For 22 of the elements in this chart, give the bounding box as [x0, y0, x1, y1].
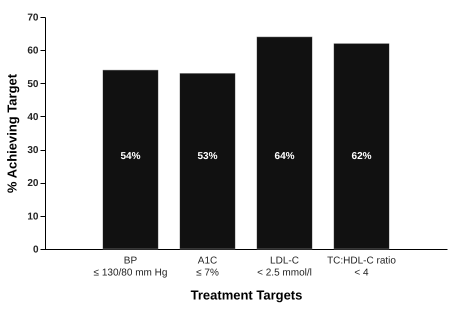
y-tick-label: 0	[32, 244, 39, 256]
y-tick-label: 50	[27, 78, 39, 90]
bar	[180, 73, 236, 250]
y-tick-label: 20	[27, 178, 39, 190]
y-axis-title: % Achieving Target	[4, 73, 20, 194]
data-label: 64%	[274, 151, 295, 162]
y-tick-label: 30	[27, 145, 39, 156]
data-label: 62%	[352, 151, 372, 162]
y-tick-label: 70	[27, 12, 39, 24]
x-axis-title: Treatment Targets	[190, 288, 302, 302]
y-tick-label: 40	[27, 112, 39, 123]
bar	[256, 36, 312, 250]
x-tick-label: BP ≤ 130/80 mm Hg	[94, 256, 168, 278]
bar	[334, 43, 390, 250]
y-tick-label: 60	[27, 46, 39, 57]
x-tick-label: TC:HDL-C ratio < 4	[327, 256, 396, 278]
x-tick-label: LDL-C < 2.5 mmol/l	[257, 256, 312, 278]
x-tick-label: A1C ≤ 7%	[196, 256, 219, 278]
data-label: 53%	[197, 151, 218, 162]
data-label: 54%	[120, 151, 141, 162]
y-tick-label: 10	[27, 211, 39, 222]
bar	[102, 70, 158, 250]
